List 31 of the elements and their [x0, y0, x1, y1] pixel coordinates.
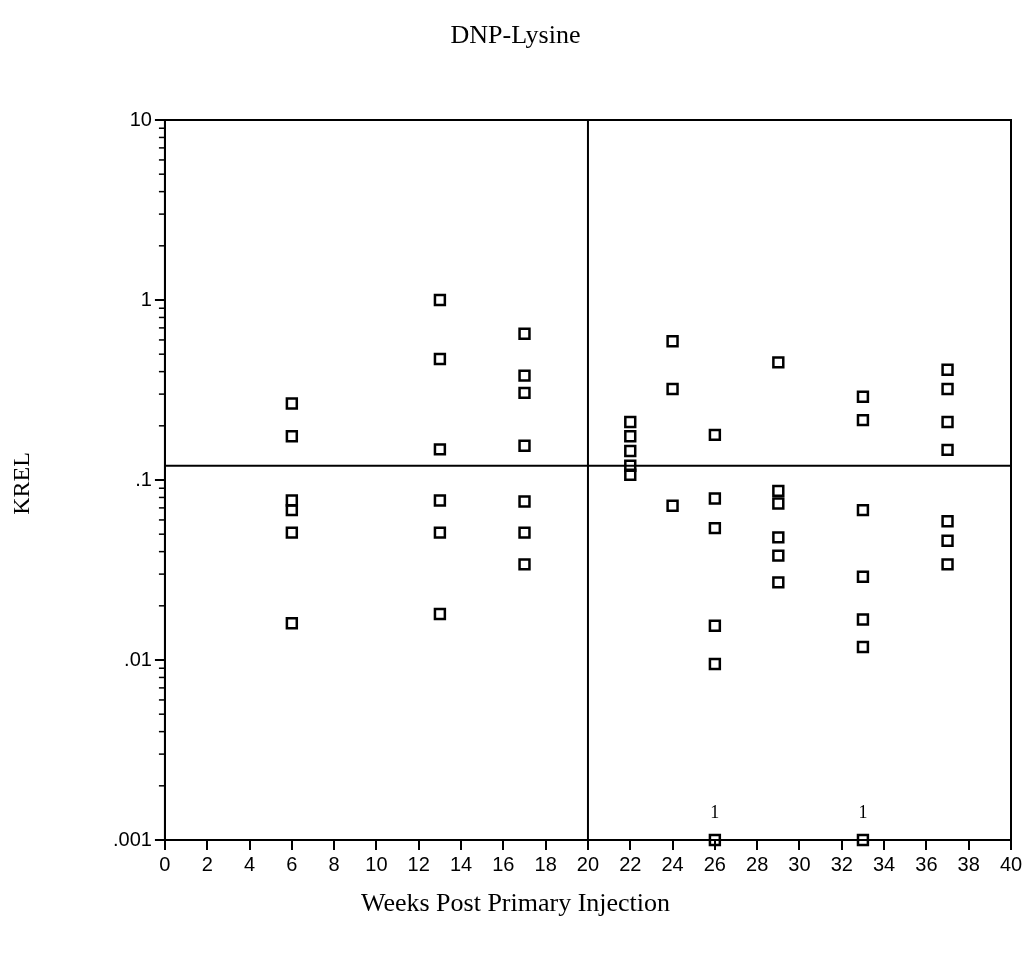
x-tick-label: 2	[201, 852, 213, 875]
y-tick-label: 1	[140, 287, 152, 310]
x-tick-label: 24	[661, 852, 684, 875]
x-tick-label: 6	[286, 852, 298, 875]
x-tick-label: 26	[703, 852, 726, 875]
x-tick-label: 20	[576, 852, 600, 875]
y-tick-label: .1	[135, 467, 152, 490]
x-tick-label: 8	[328, 852, 340, 875]
x-tick-label: 40	[999, 852, 1023, 875]
x-tick-label: 0	[159, 852, 171, 875]
y-axis-title: KREL	[7, 452, 35, 515]
x-tick-label: 38	[957, 852, 980, 875]
x-tick-label: 14	[449, 852, 473, 875]
y-tick-label: .001	[112, 827, 152, 850]
x-tick-label: 28	[746, 852, 769, 875]
x-tick-label: 32	[830, 852, 853, 875]
annotation: 1	[710, 802, 720, 822]
chart-title: DNP-Lysine	[449, 20, 582, 50]
x-axis-title: Weeks Post Primary Injection	[359, 888, 672, 918]
x-tick-label: 16	[492, 852, 515, 875]
x-tick-label: 22	[619, 852, 642, 875]
y-tick-label: 10	[129, 107, 152, 130]
y-tick-label: .01	[124, 647, 152, 670]
x-tick-label: 4	[243, 852, 256, 875]
x-tick-label: 30	[788, 852, 811, 875]
x-tick-label: 10	[365, 852, 388, 875]
x-tick-label: 36	[915, 852, 938, 875]
annotation: 1	[858, 802, 868, 822]
x-tick-label: 18	[534, 852, 557, 875]
x-tick-label: 34	[872, 852, 896, 875]
x-tick-label: 12	[407, 852, 430, 875]
